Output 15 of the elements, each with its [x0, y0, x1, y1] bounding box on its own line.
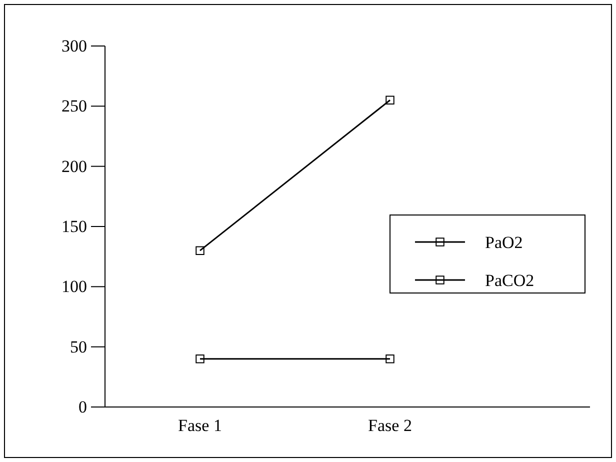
legend-label: PaCO2 [485, 271, 534, 290]
point [386, 96, 394, 105]
x-tick-label: Fase 1 [178, 416, 222, 436]
x-tick-label: Fase 2 [368, 416, 412, 436]
y-tick-label: 250 [62, 96, 87, 116]
point [196, 246, 204, 255]
y-tick-label: 300 [62, 36, 87, 56]
y-tick-label: 100 [62, 277, 87, 296]
y-tick-label: 50 [70, 337, 87, 356]
point [196, 354, 204, 364]
y-tick-label: 0 [78, 397, 87, 416]
point [386, 354, 394, 364]
y-tick-label: 200 [62, 156, 87, 176]
legend-label: PaO2 [485, 233, 523, 252]
y-tick-label: 150 [62, 216, 87, 236]
